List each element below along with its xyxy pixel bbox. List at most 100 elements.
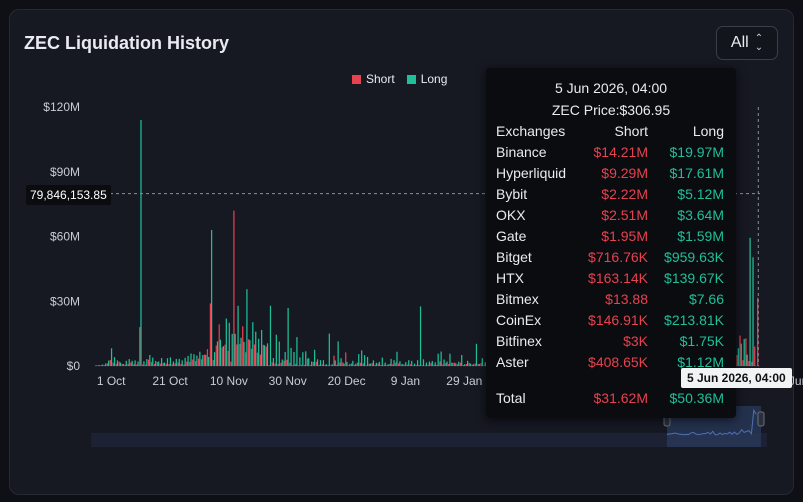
long-bar[interactable]: [128, 359, 130, 366]
long-bar[interactable]: [419, 306, 422, 366]
short-bar[interactable]: [742, 360, 744, 366]
short-bar[interactable]: [159, 363, 161, 366]
long-bar[interactable]: [355, 363, 357, 366]
short-bar[interactable]: [115, 363, 117, 366]
long-bar[interactable]: [284, 351, 286, 366]
short-bar[interactable]: [356, 362, 359, 366]
short-bar[interactable]: [274, 363, 276, 366]
long-bar[interactable]: [746, 354, 748, 366]
long-bar[interactable]: [428, 361, 430, 366]
short-bar[interactable]: [139, 327, 141, 366]
short-bar[interactable]: [368, 363, 370, 366]
short-bar[interactable]: [259, 354, 262, 366]
long-bar[interactable]: [308, 358, 310, 366]
long-bar[interactable]: [369, 363, 372, 366]
short-bar[interactable]: [233, 210, 235, 366]
short-bar[interactable]: [451, 362, 453, 366]
long-bar[interactable]: [202, 354, 204, 366]
long-bar[interactable]: [361, 350, 363, 366]
short-bar[interactable]: [218, 324, 220, 366]
long-bar[interactable]: [210, 230, 213, 366]
short-bar[interactable]: [165, 363, 167, 366]
long-bar[interactable]: [225, 318, 227, 366]
long-bar[interactable]: [740, 343, 742, 366]
long-bar[interactable]: [478, 364, 480, 366]
short-bar[interactable]: [330, 365, 332, 366]
short-bar[interactable]: [277, 364, 279, 366]
short-bar[interactable]: [168, 364, 170, 366]
short-bar[interactable]: [156, 362, 159, 366]
short-bar[interactable]: [386, 365, 388, 366]
long-bar[interactable]: [405, 362, 407, 366]
short-bar[interactable]: [342, 362, 344, 366]
long-bar[interactable]: [346, 361, 348, 366]
short-bar[interactable]: [265, 346, 267, 366]
short-bar[interactable]: [754, 346, 756, 366]
short-bar[interactable]: [312, 361, 314, 366]
long-bar[interactable]: [113, 357, 116, 366]
long-bar[interactable]: [228, 322, 230, 366]
short-bar[interactable]: [336, 364, 338, 366]
long-bar[interactable]: [443, 359, 445, 366]
short-bar[interactable]: [424, 365, 426, 366]
long-bar[interactable]: [466, 360, 469, 366]
short-bar[interactable]: [150, 362, 153, 366]
long-bar[interactable]: [299, 357, 301, 366]
short-bar[interactable]: [189, 361, 191, 366]
long-bar[interactable]: [122, 364, 124, 366]
long-bar[interactable]: [237, 305, 239, 366]
short-bar[interactable]: [318, 364, 320, 366]
short-bar[interactable]: [286, 359, 288, 366]
short-bar[interactable]: [248, 339, 250, 366]
long-bar[interactable]: [178, 358, 180, 366]
short-bar[interactable]: [142, 364, 144, 366]
long-bar[interactable]: [358, 354, 360, 366]
long-bar[interactable]: [152, 357, 154, 366]
short-bar[interactable]: [377, 363, 379, 366]
long-bar[interactable]: [199, 351, 201, 366]
long-bar[interactable]: [166, 358, 169, 366]
long-bar[interactable]: [205, 354, 207, 366]
short-bar[interactable]: [427, 364, 429, 366]
short-bar[interactable]: [362, 363, 365, 366]
short-bar[interactable]: [215, 345, 217, 367]
long-bar[interactable]: [137, 361, 139, 366]
long-bar[interactable]: [334, 360, 336, 366]
short-bar[interactable]: [459, 362, 462, 366]
short-bar[interactable]: [442, 364, 444, 366]
long-bar[interactable]: [208, 356, 210, 366]
long-bar[interactable]: [305, 351, 307, 366]
short-bar[interactable]: [474, 363, 476, 366]
short-bar[interactable]: [221, 347, 223, 366]
short-bar[interactable]: [174, 363, 176, 366]
short-bar[interactable]: [395, 362, 397, 366]
short-bar[interactable]: [268, 365, 270, 366]
short-bar[interactable]: [112, 362, 114, 366]
short-bar[interactable]: [186, 361, 188, 366]
long-bar[interactable]: [378, 361, 380, 366]
short-bar[interactable]: [436, 364, 438, 366]
short-bar[interactable]: [242, 326, 244, 366]
long-bar[interactable]: [175, 358, 177, 366]
long-bar[interactable]: [464, 364, 466, 366]
short-bar[interactable]: [383, 364, 385, 366]
long-bar[interactable]: [408, 360, 410, 366]
short-bar[interactable]: [262, 344, 264, 366]
long-bar[interactable]: [449, 353, 451, 366]
long-bar[interactable]: [352, 360, 354, 366]
short-bar[interactable]: [739, 335, 741, 366]
long-bar[interactable]: [219, 339, 222, 366]
long-bar[interactable]: [275, 334, 277, 366]
long-bar[interactable]: [752, 257, 754, 366]
long-bar[interactable]: [414, 363, 416, 366]
short-bar[interactable]: [480, 362, 482, 366]
short-bar[interactable]: [374, 364, 376, 366]
short-bar[interactable]: [456, 364, 459, 366]
short-bar[interactable]: [250, 348, 253, 366]
long-bar[interactable]: [160, 358, 163, 366]
long-bar[interactable]: [249, 340, 251, 366]
long-bar[interactable]: [461, 354, 463, 366]
short-bar[interactable]: [230, 361, 232, 366]
long-bar[interactable]: [172, 361, 174, 366]
short-bar[interactable]: [365, 365, 367, 366]
